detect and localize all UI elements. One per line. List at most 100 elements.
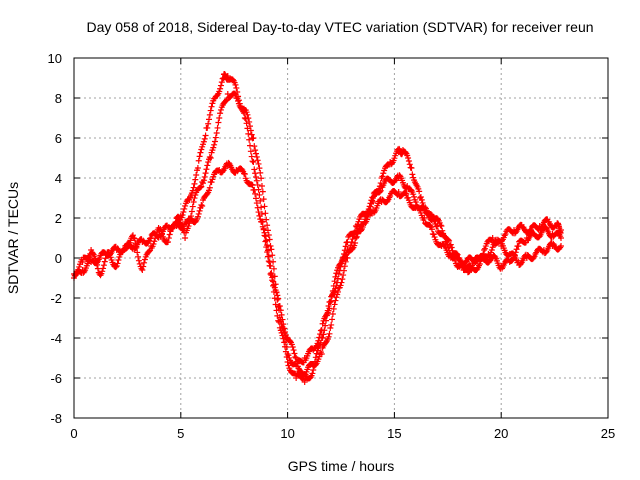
x-tick-label: 15 — [387, 426, 401, 441]
data-point — [293, 375, 300, 381]
series-trace-c — [173, 159, 565, 385]
axis-ticks: 0 5 10 15 20 25 -8 -6 -4 -2 0 2 4 6 8 10 — [48, 51, 616, 441]
data-point — [439, 241, 453, 260]
data-point — [186, 197, 193, 203]
data-point — [481, 254, 495, 266]
data-point — [524, 252, 538, 263]
data-point — [88, 249, 102, 276]
y-tick-label: -6 — [50, 371, 62, 386]
data-point — [499, 256, 512, 272]
data-point — [439, 227, 453, 244]
data-point — [481, 236, 495, 252]
data-point — [502, 231, 509, 237]
data-point — [267, 263, 274, 269]
x-tick-label: 5 — [177, 426, 184, 441]
data-point — [490, 238, 504, 247]
data-point — [511, 221, 525, 237]
x-axis-label: GPS time / hours — [288, 458, 395, 474]
data-point — [489, 235, 496, 241]
data-point — [335, 271, 342, 277]
data-point — [242, 175, 256, 189]
data-point — [225, 159, 239, 176]
data-point — [328, 288, 342, 328]
data-point — [430, 215, 444, 229]
data-point — [310, 367, 317, 373]
data-point — [195, 132, 209, 164]
data-point — [353, 221, 367, 235]
x-tick-label: 10 — [280, 426, 294, 441]
chart-title: Day 058 of 2018, Sidereal Day-to-day VTE… — [86, 19, 593, 35]
data-point — [558, 235, 565, 241]
data-point — [200, 154, 213, 187]
data-point — [79, 259, 86, 265]
data-point — [190, 199, 197, 205]
data-point — [473, 252, 487, 265]
y-tick-label: 0 — [55, 251, 62, 266]
data-point — [301, 379, 308, 385]
data-point — [242, 115, 256, 165]
data-point — [438, 223, 445, 229]
data-point — [319, 330, 333, 351]
data-point — [251, 143, 265, 182]
data-point — [199, 203, 206, 209]
data-point — [412, 199, 419, 205]
data-point — [217, 96, 230, 117]
data-points — [71, 71, 565, 385]
data-point — [233, 85, 240, 91]
data-point — [139, 267, 146, 273]
data-point — [268, 270, 282, 302]
data-point — [258, 183, 265, 189]
data-point — [533, 225, 547, 241]
data-point — [447, 250, 461, 261]
data-point — [200, 184, 213, 204]
data-point — [250, 159, 257, 165]
data-point — [191, 183, 205, 202]
data-point — [216, 115, 223, 121]
grid — [74, 58, 608, 418]
data-point — [234, 95, 248, 113]
series-trace-a — [71, 71, 565, 382]
data-point — [191, 201, 205, 226]
data-point — [302, 370, 316, 382]
data-point — [285, 336, 299, 361]
data-point — [182, 215, 196, 227]
data-point — [336, 251, 350, 274]
y-tick-label: 10 — [48, 51, 62, 66]
data-point — [558, 227, 565, 233]
data-point — [370, 195, 377, 201]
data-point — [259, 223, 273, 266]
data-point — [464, 259, 471, 265]
data-point — [379, 194, 393, 206]
data-point — [173, 223, 180, 229]
data-point — [370, 187, 384, 197]
data-point — [225, 76, 239, 88]
x-tick-label: 20 — [494, 426, 508, 441]
data-point — [225, 90, 239, 101]
data-point — [481, 247, 488, 253]
y-tick-label: -4 — [50, 331, 62, 346]
plot-frame — [73, 57, 609, 419]
data-point — [550, 229, 564, 240]
data-point — [476, 261, 483, 267]
data-point — [499, 240, 512, 259]
data-point — [284, 351, 291, 357]
data-point — [114, 246, 128, 267]
data-point — [208, 119, 222, 156]
data-point — [405, 185, 418, 203]
y-tick-label: 4 — [55, 171, 62, 186]
y-tick-label: 8 — [55, 91, 62, 106]
data-point — [258, 219, 265, 225]
data-point — [421, 215, 428, 221]
data-point — [387, 187, 401, 199]
data-point — [524, 230, 538, 244]
data-point — [173, 215, 180, 221]
data-point — [328, 275, 342, 300]
data-point — [395, 189, 402, 195]
x-tick-label: 25 — [601, 426, 615, 441]
data-point — [224, 73, 231, 79]
data-point — [212, 75, 226, 100]
data-point — [327, 299, 334, 305]
x-tick-label: 0 — [70, 426, 77, 441]
data-point — [361, 219, 368, 225]
